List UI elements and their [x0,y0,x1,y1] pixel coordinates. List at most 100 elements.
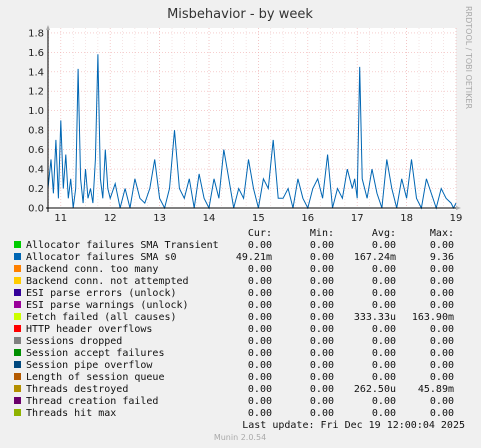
legend-value-avg: 0.00 [372,300,396,311]
legend-swatch [14,361,21,368]
x-tick-label: 18 [400,213,413,224]
legend-value-min: 0.00 [310,264,334,275]
legend-value-max: 0.00 [430,360,454,371]
legend-value-max: 0.00 [430,336,454,347]
legend-swatch [14,277,21,284]
legend-swatch [14,397,21,404]
legend-swatch [14,313,21,320]
x-tick-label: 14 [203,213,216,224]
legend-value-avg: 0.00 [372,372,396,383]
legend-label: Allocator failures SMA s0 [26,252,177,263]
legend-label: Session accept failures [26,348,164,359]
legend-value-min: 0.00 [310,396,334,407]
legend-swatch [14,253,21,260]
y-axis-ticks: 0.0 0.2 0.4 0.6 0.8 1.0 1.2 1.4 1.6 1.8 [28,28,44,214]
legend-value-max: 0.00 [430,300,454,311]
legend-value-min: 0.00 [310,324,334,335]
legend-value-min: 0.00 [310,252,334,263]
y-axis-arrow-icon [46,25,50,30]
legend-row: Backend conn. not attempted 0.00 0.00 0.00 0… [14,276,454,287]
legend-row: Session accept failures 0.00 0.00 0.00 0.00 [14,348,454,359]
legend-value-avg: 333.33u [354,312,396,323]
legend-value-avg: 0.00 [372,396,396,407]
legend-value-avg: 0.00 [372,264,396,275]
legend-value-min: 0.00 [310,348,334,359]
graph-title: Misbehavior - by week [167,7,313,22]
legend-row: Length of session queue 0.00 0.00 0.00 0.00 [14,372,454,383]
legend-swatch [14,265,21,272]
legend-label: ESI parse warnings (unlock) [26,300,189,311]
y-tick-label: 0.2 [28,184,44,195]
legend-swatch [14,301,21,308]
legend-value-min: 0.00 [310,300,334,311]
legend-value-cur: 0.00 [248,324,272,335]
x-tick-label: 19 [450,213,463,224]
legend-value-max: 163.90m [412,312,454,323]
legend-value-max: 0.00 [430,264,454,275]
y-tick-label: 1.8 [28,28,44,39]
legend-value-max: 0.00 [430,348,454,359]
legend-label: Threads hit max [26,408,116,419]
y-tick-label: 0.0 [28,204,44,215]
legend-label: Thread creation failed [26,396,158,407]
legend-label: HTTP header overflows [26,324,152,335]
y-tick-label: 1.0 [28,106,44,117]
legend-value-avg: 0.00 [372,276,396,287]
x-tick-label: 16 [301,213,314,224]
legend-swatch [14,385,21,392]
legend-value-max: 0.00 [430,288,454,299]
legend-label: ESI parse errors (unlock) [26,288,177,299]
y-tick-label: 1.6 [28,48,44,59]
legend-value-min: 0.00 [310,276,334,287]
legend-value-max: 0.00 [430,276,454,287]
legend-value-max: 0.00 [430,324,454,335]
y-tick-label: 0.6 [28,145,44,156]
legend-row: Threads destroyed 0.00 0.00 262.50u 45.89m [14,384,454,395]
legend-swatch [14,349,21,356]
x-axis-ticks: 11 12 13 14 15 16 17 18 19 [54,213,462,224]
legend-row: Thread creation failed 0.00 0.00 0.00 0.00 [14,396,454,407]
legend-value-cur: 0.00 [248,348,272,359]
legend-header-avg: Avg: [372,228,396,239]
last-update: Last update: Fri Dec 19 12:00:04 2025 [242,420,465,431]
legend-value-cur: 0.00 [248,372,272,383]
legend-value-cur: 0.00 [248,360,272,371]
munin-version: Munin 2.0.54 [214,433,266,442]
legend-value-cur: 0.00 [248,336,272,347]
legend-value-cur: 0.00 [248,264,272,275]
legend-label: Allocator failures SMA Transient [26,240,219,251]
legend-value-avg: 0.00 [372,324,396,335]
legend-header-min: Min: [310,228,334,239]
legend-value-cur: 0.00 [248,408,272,419]
legend-value-cur: 0.00 [248,240,272,251]
legend-label: Threads destroyed [26,384,128,395]
legend-value-max: 0.00 [430,372,454,383]
legend-header-cur: Cur: [248,228,272,239]
legend-value-min: 0.00 [310,240,334,251]
x-tick-label: 15 [252,213,265,224]
legend-value-cur: 0.00 [248,312,272,323]
legend-swatch [14,337,21,344]
series-line [47,54,457,210]
legend-value-avg: 0.00 [372,336,396,347]
legend-value-avg: 262.50u [354,384,396,395]
x-tick-label: 12 [104,213,117,224]
legend-swatch [14,409,21,416]
legend-value-min: 0.00 [310,312,334,323]
legend-value-avg: 0.00 [372,240,396,251]
x-tick-label: 13 [153,213,166,224]
legend-value-max: 45.89m [418,384,454,395]
legend-label: Length of session queue [26,372,164,383]
legend-value-max: 0.00 [430,240,454,251]
legend-row: Sessions dropped 0.00 0.00 0.00 0.00 [14,336,454,347]
legend-row: Allocator failures SMA Transient 0.00 0.00… [14,240,454,251]
legend-value-min: 0.00 [310,336,334,347]
legend-label: Session pipe overflow [26,360,153,371]
legend-swatch [14,289,21,296]
legend-value-max: 0.00 [430,396,454,407]
legend-value-cur: 0.00 [248,288,272,299]
legend-value-avg: 0.00 [372,348,396,359]
legend-value-avg: 0.00 [372,288,396,299]
legend-value-cur: 0.00 [248,276,272,287]
